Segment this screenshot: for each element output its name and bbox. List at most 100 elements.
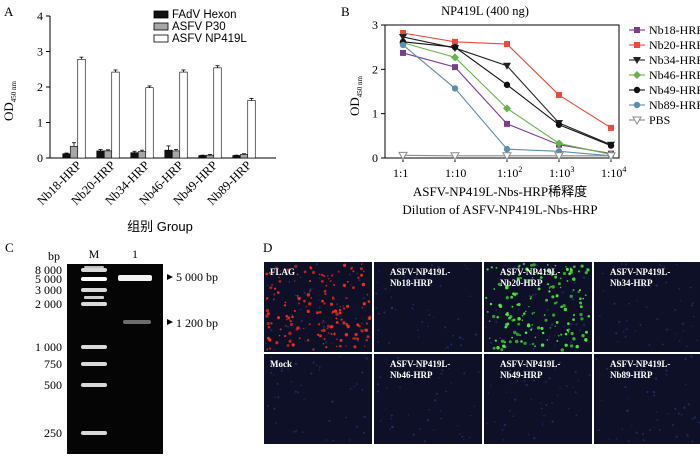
signal-dot bbox=[269, 286, 273, 290]
signal-dot bbox=[333, 332, 336, 336]
signal-dot bbox=[358, 324, 361, 328]
legend-swatch-fadv-hexon bbox=[153, 10, 169, 19]
nucleus-dot bbox=[309, 288, 312, 291]
point-nb20-hrp bbox=[452, 38, 458, 45]
signal-dot bbox=[547, 269, 551, 273]
bar-nb20-hrp-asfv-p30 bbox=[103, 150, 113, 159]
signal-dot bbox=[278, 276, 280, 279]
signal-dot bbox=[360, 273, 364, 277]
panel-b-ytick-label: 2 bbox=[372, 62, 378, 76]
nucleus-dot bbox=[435, 392, 438, 396]
nucleus-dot bbox=[693, 416, 697, 419]
signal-dot bbox=[551, 285, 555, 289]
signal-dot bbox=[511, 336, 513, 339]
micrograph-label-line2: Nb34-HRP bbox=[610, 278, 653, 288]
nucleus-dot bbox=[548, 338, 551, 340]
signal-dot bbox=[353, 336, 357, 341]
signal-dot bbox=[309, 266, 313, 270]
signal-dot bbox=[572, 288, 575, 291]
signal-dot bbox=[318, 273, 321, 276]
bar-nb18-hrp-asfv-p30 bbox=[69, 145, 79, 159]
signal-dot bbox=[329, 280, 332, 283]
nucleus-dot bbox=[570, 341, 573, 344]
signal-dot bbox=[549, 327, 552, 329]
nucleus-dot bbox=[312, 361, 315, 364]
signal-dot bbox=[521, 319, 524, 322]
nucleus-dot bbox=[299, 276, 302, 278]
nucleus-dot bbox=[506, 364, 508, 366]
nucleus-dot bbox=[423, 440, 426, 443]
nucleus-dot bbox=[438, 377, 440, 379]
legend-marker-nb89-hrp bbox=[633, 101, 641, 109]
micrograph-background bbox=[264, 262, 372, 352]
nucleus-dot bbox=[446, 346, 450, 349]
nucleus-dot bbox=[626, 319, 628, 322]
nucleus-dot bbox=[302, 431, 304, 433]
line-nb34-hrp bbox=[402, 36, 612, 146]
signal-dot bbox=[579, 305, 583, 309]
nucleus-dot bbox=[344, 416, 347, 419]
nucleus-dot bbox=[531, 327, 534, 329]
nucleus-dot bbox=[418, 366, 421, 369]
nucleus-dot bbox=[473, 405, 476, 407]
nucleus-dot bbox=[348, 439, 351, 441]
signal-dot bbox=[518, 273, 521, 276]
signal-dot bbox=[352, 270, 355, 273]
nucleus-dot bbox=[620, 263, 623, 265]
nucleus-dot bbox=[598, 315, 601, 318]
signal-dot bbox=[345, 296, 348, 300]
nucleus-dot bbox=[574, 391, 577, 394]
signal-dot bbox=[331, 274, 333, 277]
signal-dot bbox=[266, 348, 269, 351]
signal-dot bbox=[272, 298, 275, 301]
nucleus-dot bbox=[681, 322, 684, 325]
nucleus-dot bbox=[378, 270, 380, 272]
nucleus-dot bbox=[427, 309, 429, 312]
signal-dot bbox=[496, 315, 500, 319]
nucleus-dot bbox=[456, 425, 459, 427]
nucleus-dot bbox=[377, 341, 379, 343]
nucleus-dot bbox=[684, 357, 687, 361]
nucleus-dot bbox=[462, 338, 464, 340]
signal-dot bbox=[310, 297, 313, 299]
nucleus-dot bbox=[625, 328, 628, 331]
nucleus-dot bbox=[385, 387, 388, 389]
legend-label: Nb46-HRP bbox=[649, 68, 700, 82]
signal-dot bbox=[529, 279, 532, 282]
legend-marker-nb34-hrp bbox=[633, 57, 641, 64]
nucleus-dot bbox=[653, 427, 655, 429]
signal-dot bbox=[321, 299, 324, 303]
bar-nb49-hrp-fadv-hexon bbox=[198, 155, 207, 159]
signal-dot bbox=[531, 342, 535, 346]
nucleus-dot bbox=[440, 417, 443, 420]
signal-dot bbox=[565, 266, 567, 268]
nucleus-dot bbox=[318, 306, 321, 309]
nucleus-dot bbox=[487, 392, 490, 394]
panel-a-ytick-label: 0 bbox=[37, 151, 43, 165]
nucleus-dot bbox=[573, 281, 576, 284]
signal-dot bbox=[346, 324, 350, 329]
signal-dot bbox=[578, 289, 581, 292]
nucleus-dot bbox=[601, 272, 604, 275]
nucleus-dot bbox=[361, 388, 364, 391]
signal-dot bbox=[579, 297, 582, 301]
panel-b-ylabel-main: OD bbox=[347, 97, 362, 116]
nucleus-dot bbox=[621, 428, 624, 430]
nucleus-dot bbox=[583, 323, 586, 326]
nucleus-dot bbox=[403, 275, 406, 278]
nucleus-dot bbox=[463, 438, 465, 441]
signal-dot bbox=[545, 298, 549, 302]
nucleus-dot bbox=[588, 374, 591, 377]
micrograph-asfv-np419l-nb20-hrp: ASFV-NP419L-Nb20-HRP bbox=[484, 262, 592, 352]
signal-dot bbox=[268, 271, 271, 274]
nucleus-dot bbox=[433, 429, 435, 432]
panel-b-title: NP419L (400 ng) bbox=[441, 4, 529, 18]
signal-dot bbox=[506, 313, 509, 317]
nucleus-dot bbox=[277, 396, 280, 399]
signal-dot bbox=[325, 284, 328, 287]
nucleus-dot bbox=[653, 394, 656, 397]
ladder-label: 8 000 bbox=[35, 263, 62, 277]
signal-dot bbox=[569, 294, 573, 299]
panel-b-ytick-label: 1 bbox=[372, 107, 378, 121]
nucleus-dot bbox=[361, 322, 363, 325]
